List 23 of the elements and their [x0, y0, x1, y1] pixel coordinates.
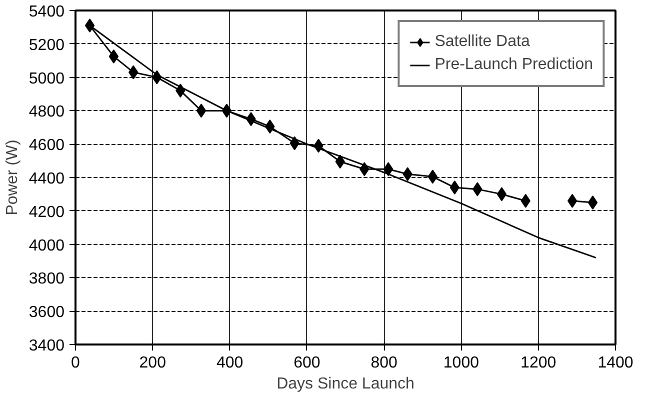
- y-tick-label: 5400: [28, 4, 65, 20]
- x-tick-label: 600: [294, 354, 320, 372]
- y-tick-label: 3800: [28, 270, 65, 288]
- y-tick-label: 4200: [28, 204, 65, 221]
- legend-label: Pre-Launch Prediction: [434, 56, 593, 74]
- y-tick-label: 3600: [28, 304, 65, 322]
- x-tick-label: 1400: [598, 354, 634, 372]
- y-axis-title: Power (W): [4, 140, 21, 216]
- x-tick-label: 800: [370, 354, 398, 372]
- y-tick-label: 4400: [28, 170, 65, 188]
- y-tick-label: 4000: [28, 237, 65, 254]
- x-tick-label: 0: [71, 354, 80, 372]
- y-tick-label: 5000: [28, 70, 65, 88]
- y-tick-label: 4800: [28, 104, 65, 121]
- y-tick-label: 5200: [28, 36, 65, 54]
- x-tick-label: 200: [139, 354, 166, 372]
- x-axis-title: Days Since Launch: [276, 376, 414, 392]
- y-tick-label: 3400: [28, 338, 65, 354]
- legend-label: Satellite Data: [434, 33, 530, 51]
- x-tick-label: 400: [216, 354, 244, 372]
- y-tick-label: 4600: [28, 137, 65, 154]
- x-tick-label: 1200: [520, 354, 556, 372]
- x-tick-label: 1000: [443, 354, 480, 372]
